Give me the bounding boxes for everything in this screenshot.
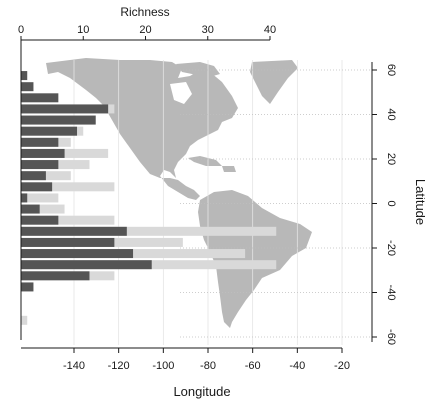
dark-bar — [21, 171, 46, 181]
dark-bar — [21, 82, 34, 92]
richness-tick-label: 10 — [77, 24, 89, 36]
latitude-axis-title: Latitude — [413, 179, 425, 225]
longitude-tick-label: -140 — [63, 360, 85, 372]
richness-tick-label: 0 — [18, 24, 24, 36]
richness-tick-label: 20 — [139, 24, 151, 36]
dark-bar — [21, 148, 65, 158]
latitude-tick-label: 40 — [385, 108, 397, 120]
dark-bar — [21, 104, 109, 114]
dark-bar — [21, 271, 90, 281]
dark-bar — [21, 71, 28, 81]
longitude-tick-label: -20 — [334, 360, 350, 372]
longitude-axis-title: Longitude — [173, 384, 230, 399]
light-bar — [21, 193, 59, 203]
hudson-bay-shape — [170, 82, 192, 104]
dark-bar — [21, 282, 34, 292]
dark-bar — [21, 126, 78, 136]
dark-bar — [21, 204, 40, 214]
richness-axis-title: Richness — [120, 5, 169, 19]
longitude-tick-label: -40 — [289, 360, 305, 372]
longitude-tick-label: -60 — [245, 360, 261, 372]
richness-axis: 0 10 20 30 40 Richness — [18, 5, 276, 41]
latitude-tick-label: -40 — [385, 285, 397, 301]
americas-map — [46, 58, 312, 328]
latitude-tick-label: 0 — [385, 200, 397, 206]
dark-bar — [21, 115, 96, 125]
dark-bar — [21, 137, 59, 147]
light-bar — [21, 226, 277, 236]
longitude-axis: -140 -120 -100 -80 -60 -40 -20 Longitude — [21, 347, 350, 399]
richness-tick-label: 30 — [202, 24, 214, 36]
light-bar — [21, 182, 115, 192]
dark-bar — [21, 249, 134, 259]
dark-bar — [21, 93, 59, 103]
latitude-tick-label: -60 — [385, 329, 397, 345]
dark-bars — [21, 71, 152, 292]
south-america-shape — [198, 190, 312, 328]
light-bar — [21, 315, 28, 325]
longitude-tick-label: -120 — [108, 360, 130, 372]
dark-bar — [21, 260, 152, 270]
dark-bar — [21, 226, 127, 236]
greenland-shape — [250, 60, 298, 104]
dark-bar — [21, 182, 53, 192]
longitude-tick-label: -80 — [200, 360, 216, 372]
hispaniola-shape — [222, 166, 236, 172]
cuba-shape — [188, 156, 222, 166]
longitude-tick-label: -100 — [152, 360, 174, 372]
dark-bar — [21, 160, 59, 170]
light-bar — [21, 215, 115, 225]
latitude-tick-label: 60 — [385, 64, 397, 76]
dark-bar — [21, 215, 59, 225]
dark-bar — [21, 193, 28, 203]
dark-bar — [21, 237, 115, 247]
latitude-tick-label: -20 — [385, 240, 397, 256]
latitude-axis: 60 40 20 0 -20 -40 -60 Latitude — [371, 62, 425, 345]
richness-tick-label: 40 — [264, 24, 276, 36]
light-bar — [21, 204, 65, 214]
latitude-tick-label: 20 — [385, 153, 397, 165]
